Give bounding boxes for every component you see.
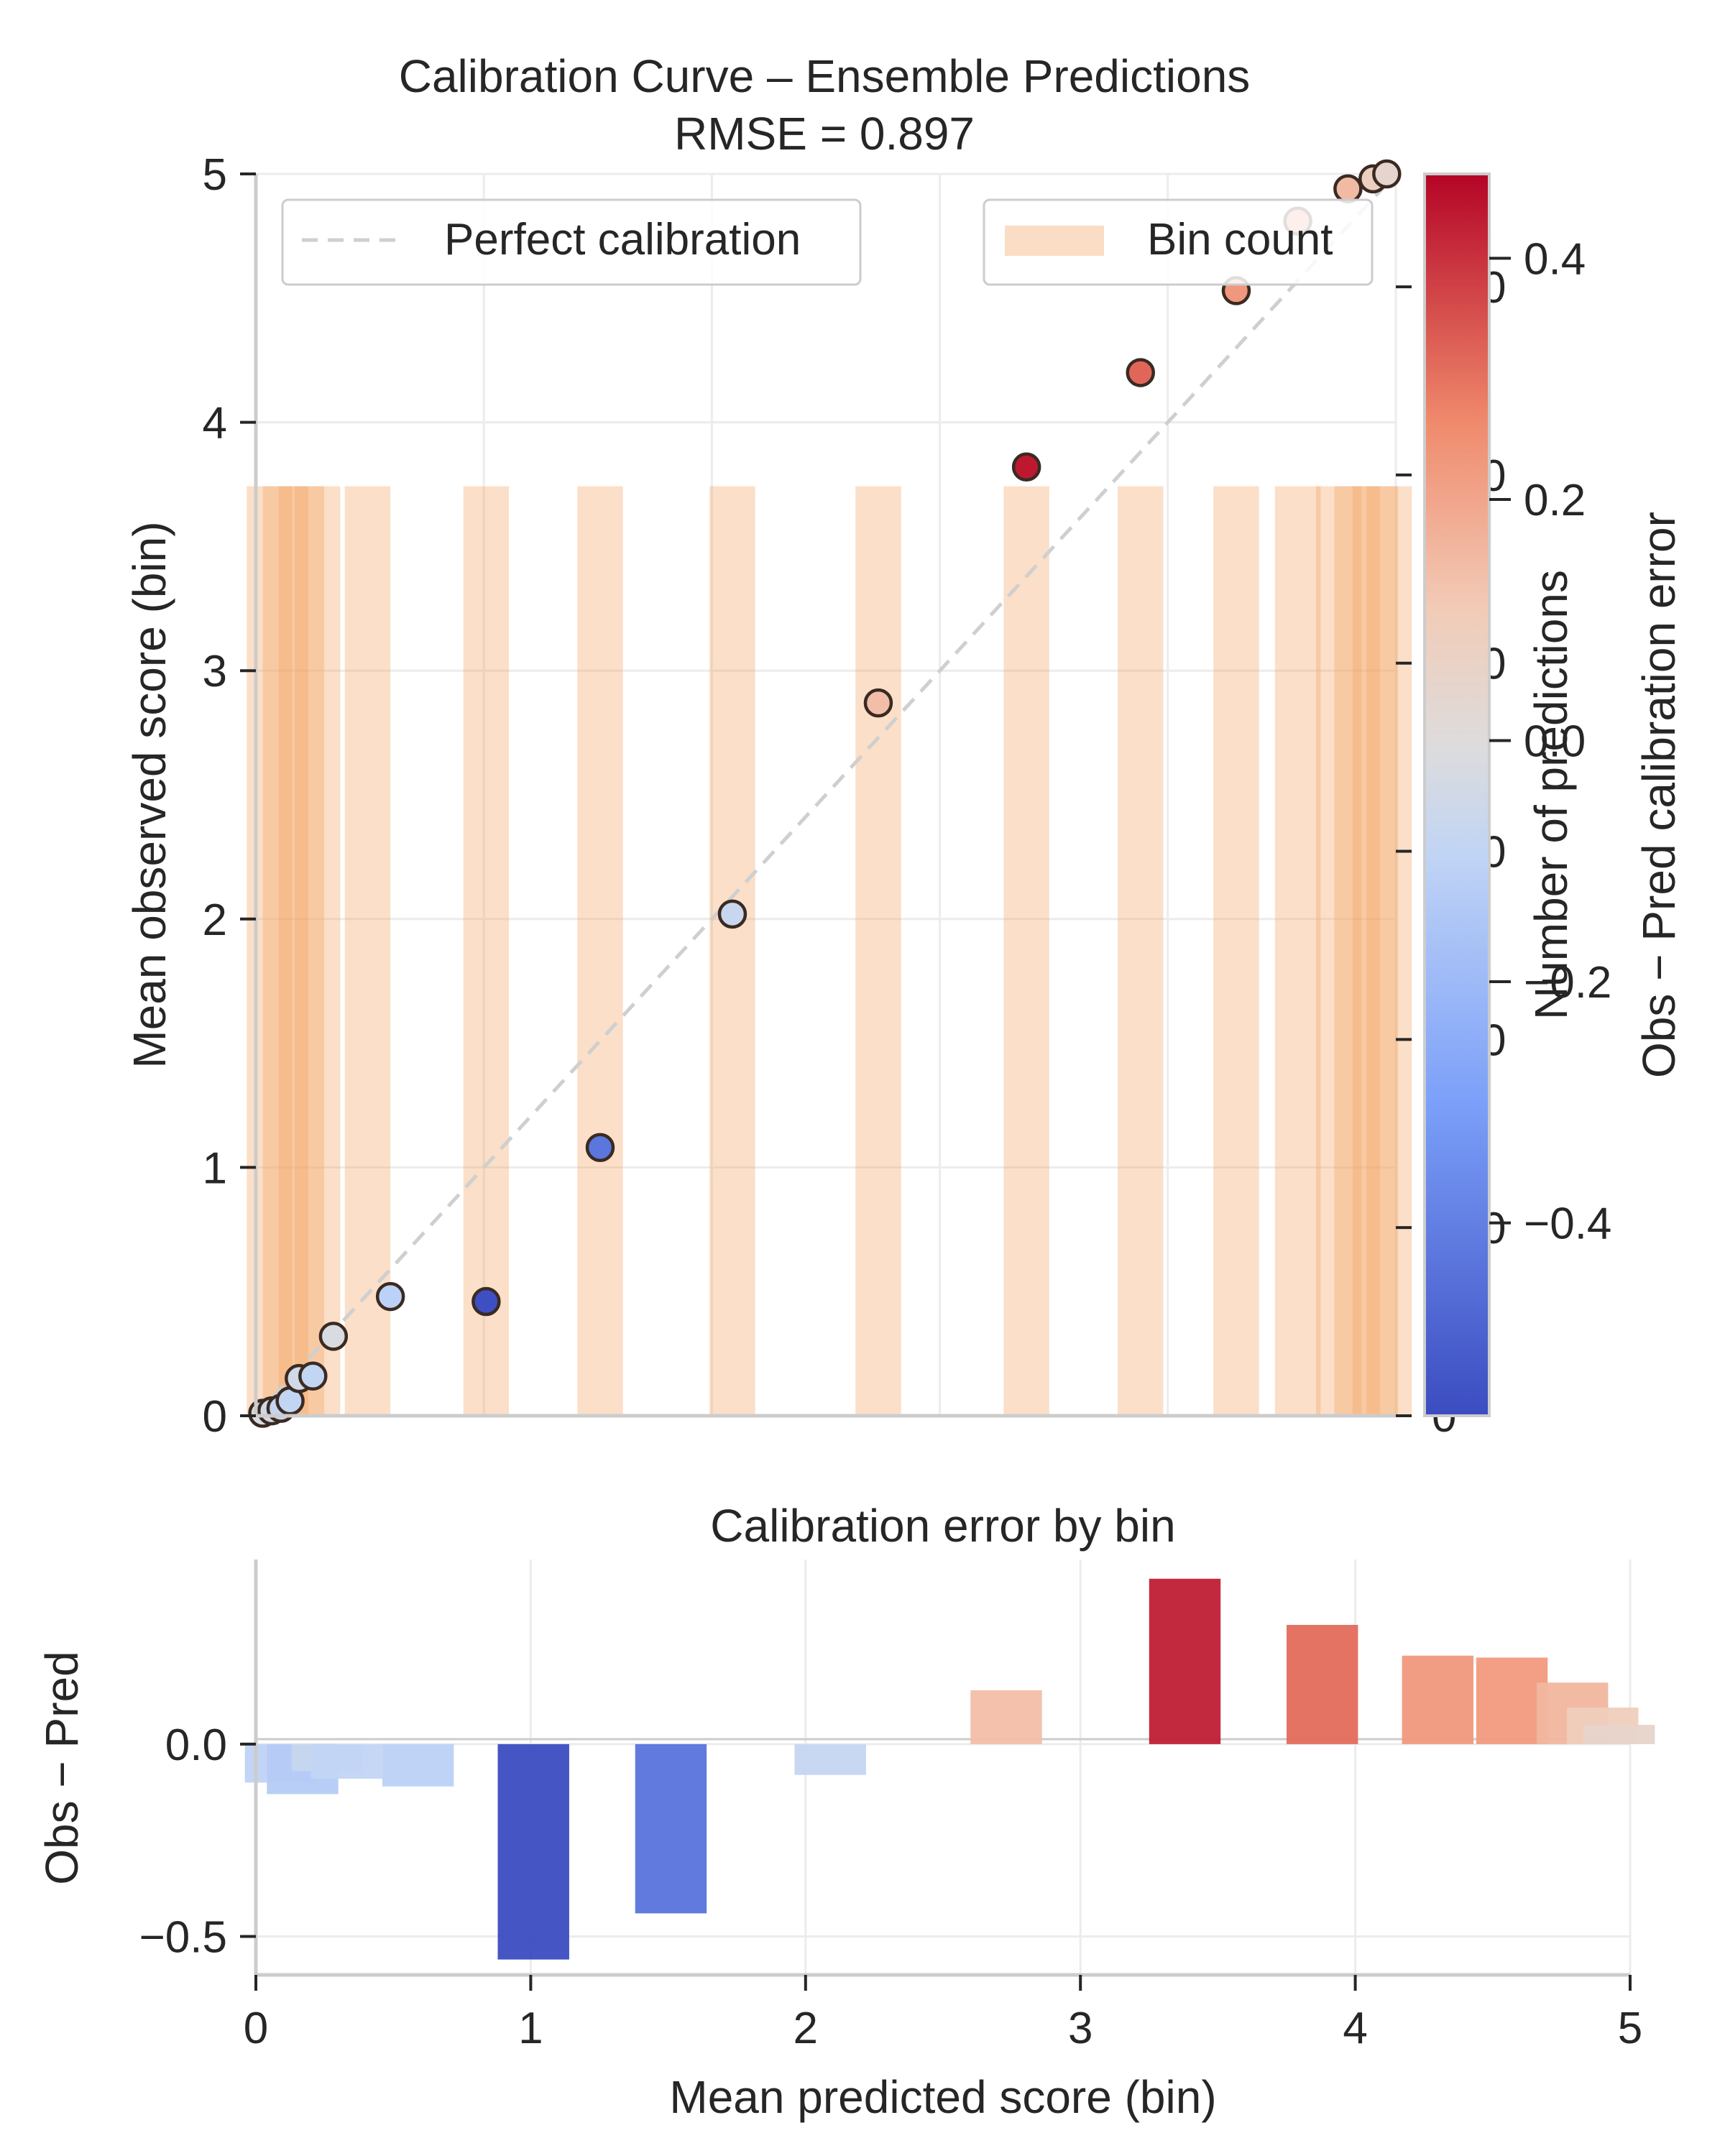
error-bar: [1402, 1655, 1474, 1744]
bin-count-bar: [278, 486, 325, 1416]
bottom-grid: [254, 1560, 1632, 1975]
error-bar: [970, 1690, 1042, 1744]
bottom-x-tick-label: 1: [518, 2004, 543, 2053]
bin-count-bar: [1352, 486, 1399, 1416]
bin-count-bar: [1118, 486, 1164, 1416]
legend-perfect: Perfect calibration: [281, 198, 862, 286]
bin-count-bar: [344, 486, 391, 1416]
top-y-tick-label: 1: [203, 1143, 227, 1193]
bin-count-bar: [709, 486, 755, 1416]
bottom-x-ticks: 0 1 2 3 4 5: [244, 1975, 1642, 2053]
colorbar-ticks: −0.4 −0.2 0.0 0.2 0.4: [1489, 234, 1611, 1249]
count-axis-label: Number of predictions: [1525, 570, 1577, 1020]
calibration-point: [298, 1361, 328, 1391]
top-y-tick-label: 2: [203, 895, 227, 945]
bottom-x-label: Mean predicted score (bin): [669, 2071, 1216, 2123]
calibration-point: [717, 899, 748, 929]
bin-count-bar: [1334, 486, 1380, 1416]
colorbar-tick-label: 0.0: [1524, 717, 1586, 767]
bin-count-bar: [463, 486, 510, 1416]
error-bar: [794, 1743, 866, 1775]
bin-count-bar: [294, 486, 341, 1416]
legend-bin-swatch: [1005, 226, 1104, 256]
calibration-point: [1011, 452, 1041, 482]
colorbar-tick-label: 0.2: [1524, 476, 1586, 525]
calibration-point: [472, 1286, 501, 1317]
bin-count-bars: [247, 486, 1412, 1416]
top-y-tick-label: 4: [203, 399, 227, 448]
top-y-tick-label: 5: [203, 150, 227, 200]
colorbar-label: Obs − Pred calibration error: [1633, 512, 1685, 1078]
bottom-y-ticks: −0.5 0.0: [139, 1720, 256, 1962]
calibration-point: [375, 1281, 405, 1312]
bin-count-bar: [1213, 486, 1259, 1416]
error-bar: [1476, 1657, 1548, 1744]
legend-bincount-label: Bin count: [1147, 215, 1333, 264]
calibration-point: [1333, 174, 1363, 203]
bin-count-bar: [1315, 486, 1362, 1416]
error-bar: [497, 1743, 569, 1960]
calibration-point: [1372, 159, 1402, 189]
bottom-x-tick-label: 0: [244, 2004, 268, 2053]
bottom-x-tick-label: 5: [1618, 2004, 1642, 2053]
calibration-point: [585, 1133, 615, 1163]
error-bar: [310, 1743, 382, 1779]
colorbar-tick-label: −0.2: [1524, 958, 1611, 1008]
colorbar: [1423, 172, 1491, 1417]
bottom-x-tick-label: 2: [794, 2004, 818, 2053]
bin-count-bar: [262, 486, 308, 1416]
error-bar: [1287, 1624, 1358, 1744]
top-y-ticks: 0 1 2 3 4 5: [203, 150, 256, 1442]
calibration-point: [863, 688, 893, 718]
top-y-tick-label: 0: [203, 1392, 227, 1442]
perfect-calibration-line: [254, 172, 1397, 1417]
calibration-point: [318, 1322, 349, 1351]
colorbar-tick-label: −0.4: [1524, 1199, 1611, 1249]
top-y-label: Mean observed score (bin): [124, 521, 175, 1068]
calibration-point: [1126, 358, 1155, 387]
bottom-x-tick-label: 4: [1343, 2004, 1367, 2053]
legend-bincount: Bin count: [983, 198, 1374, 286]
calibration-panel: Calibration Curve – Ensemble Predictions…: [124, 50, 1685, 1442]
bottom-title: Calibration error by bin: [710, 1500, 1175, 1552]
bin-count-bar: [577, 486, 623, 1416]
top-subtitle: RMSE = 0.897: [674, 108, 975, 160]
bottom-y-tick-label: −0.5: [139, 1912, 227, 1962]
top-y-tick-label: 3: [203, 647, 227, 696]
bottom-y-label: Obs − Pred: [36, 1651, 88, 1885]
bin-count-bar: [1274, 486, 1321, 1416]
error-bar: [635, 1743, 707, 1914]
bin-count-bar: [1003, 486, 1049, 1416]
error-bars: [289, 186, 1349, 1404]
bottom-x-tick-label: 3: [1068, 2004, 1092, 2053]
bin-count-bar: [855, 486, 901, 1416]
legend-perfect-label: Perfect calibration: [444, 215, 801, 264]
error-bar: [1583, 1725, 1655, 1744]
error-bar: [382, 1743, 454, 1787]
error-bar: [1149, 1578, 1221, 1744]
bin-count-bar: [1366, 486, 1412, 1416]
top-title: Calibration Curve – Ensemble Predictions: [399, 50, 1251, 102]
bottom-y-tick-label: 0.0: [165, 1720, 227, 1770]
error-bars-bottom: [244, 1578, 1655, 1960]
colorbar-tick-label: 0.4: [1524, 234, 1586, 284]
